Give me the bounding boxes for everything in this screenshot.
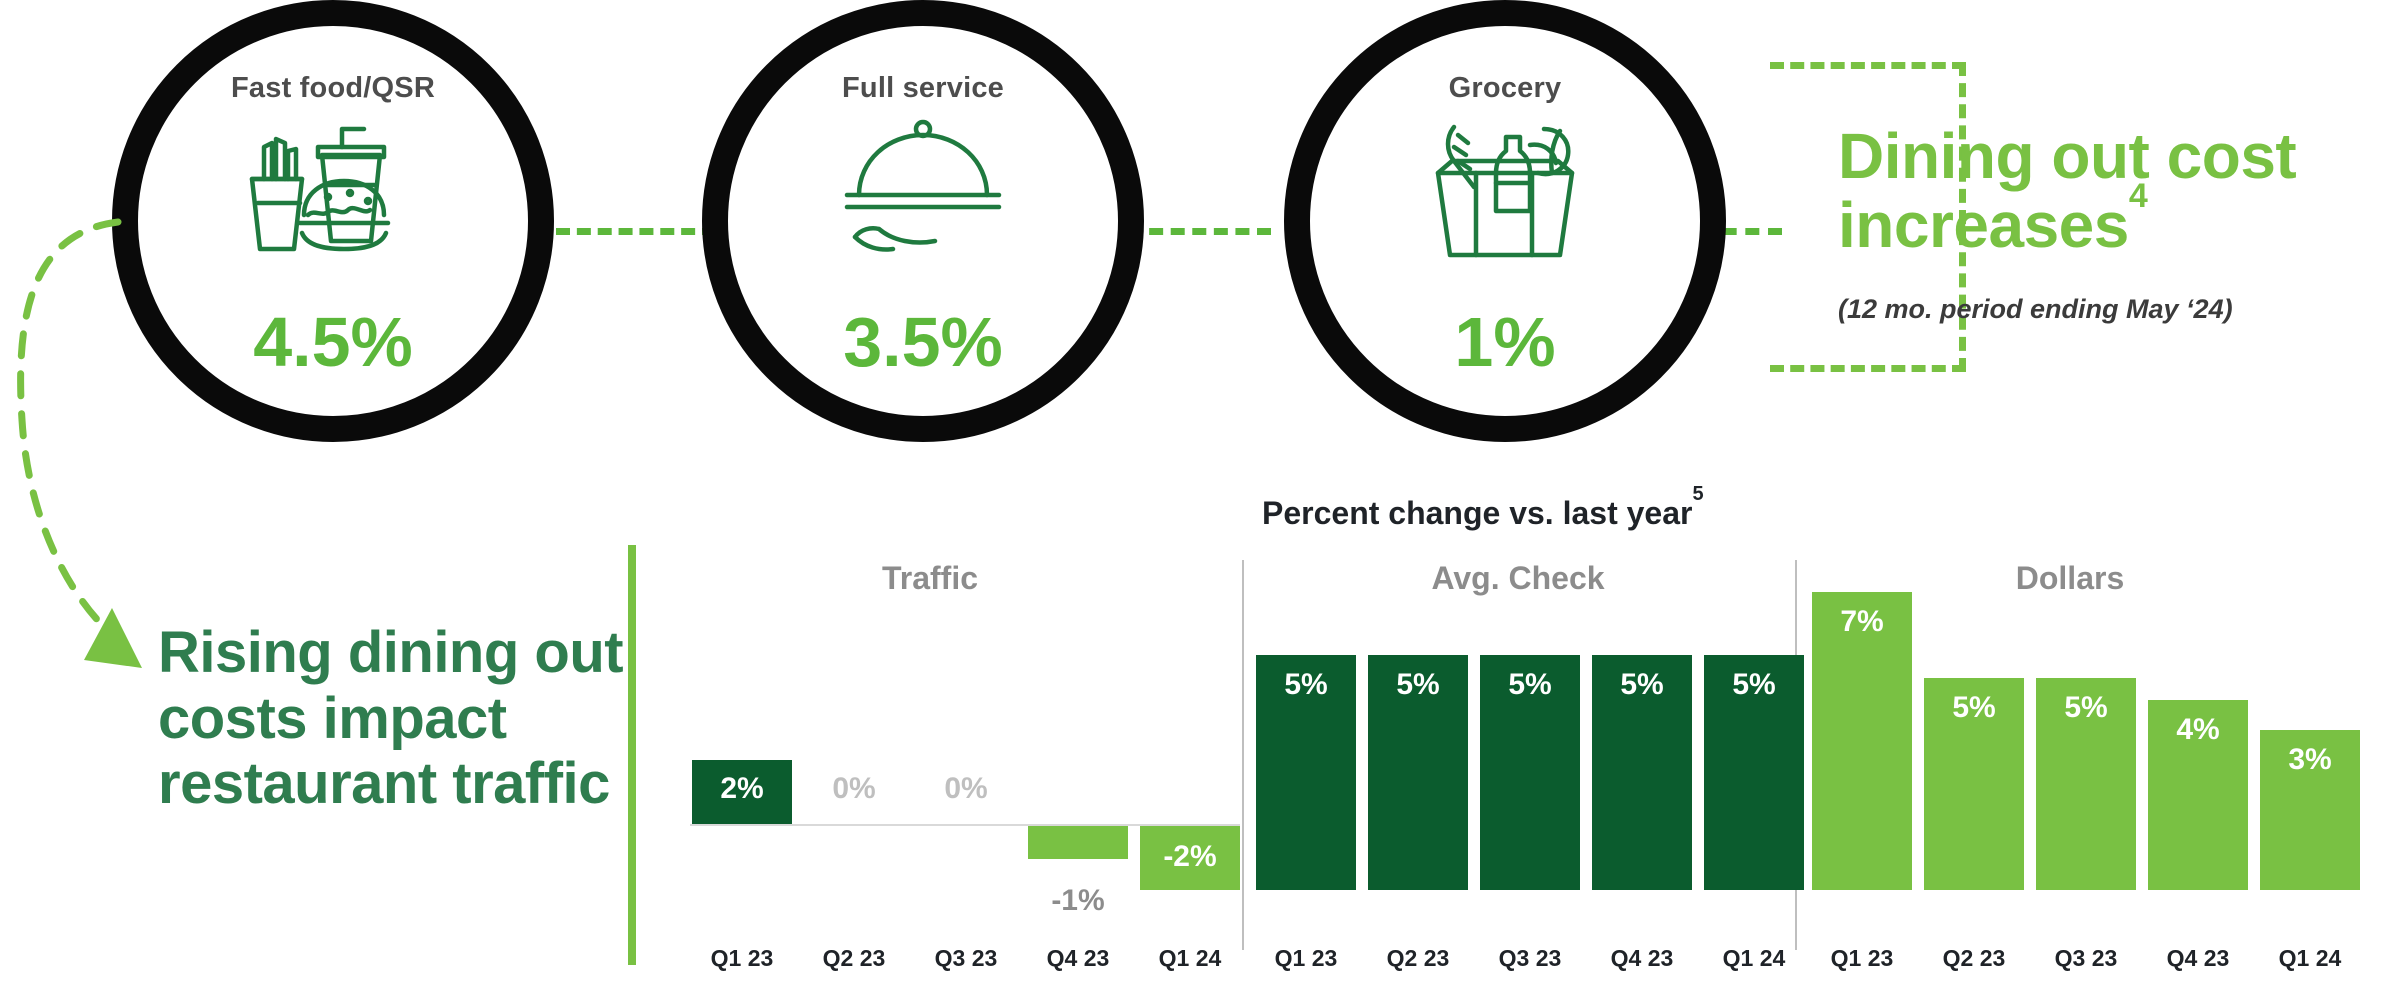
cloche-served-icon (823, 111, 1023, 266)
tick-avgcheck-q1-24: Q1 24 (1722, 945, 1786, 971)
tick-dollars-q1-23: Q1 23 (1830, 945, 1894, 971)
connector-dash-1 (556, 228, 716, 235)
tick-avgcheck-q1-23: Q1 23 (1274, 945, 1338, 971)
metric-label: Fast food/QSR (231, 72, 435, 104)
tick-traffic-q4-23: Q4 23 (1046, 945, 1110, 971)
bar-label-avgcheck-q1-23: 5% (1284, 668, 1328, 701)
bar-avgcheck-q2-23 (1368, 655, 1468, 890)
metric-circle-fast-food: Fast food/QSR (112, 0, 554, 442)
bar-label-dollars-q3-23: 5% (2064, 691, 2108, 724)
bar-avgcheck-q4-23 (1592, 655, 1692, 890)
bar-label-traffic-q3-23: 0% (944, 772, 988, 805)
metric-value: 3.5% (843, 303, 1003, 381)
chart-title-footnote: 5 (1692, 483, 1704, 506)
bar-traffic-q4-23 (1028, 826, 1128, 859)
bar-avgcheck-q1-24 (1704, 655, 1804, 890)
page-headline: Rising dining out costs impact restauran… (158, 620, 624, 817)
bar-traffic-q1-23 (692, 760, 792, 824)
tick-dollars-q4-23: Q4 23 (2166, 945, 2230, 971)
metric-value: 1% (1454, 303, 1556, 381)
tick-avgcheck-q3-23: Q3 23 (1498, 945, 1562, 971)
callout-subtitle: (12 mo. period ending May ‘24) (1838, 294, 2233, 324)
tick-avgcheck-q4-23: Q4 23 (1610, 945, 1674, 971)
bar-dollars-q4-23 (2148, 700, 2248, 890)
metric-circle-full-service: Full service 3.5% (702, 0, 1144, 442)
metric-circle-grocery: Grocery 1% (1284, 0, 1726, 442)
chart-title: Percent change vs. last year5 (1262, 483, 1704, 532)
bar-label-dollars-q4-23: 4% (2176, 713, 2220, 746)
group-label-avg-check: Avg. Check (1431, 560, 1605, 596)
metric-value: 4.5% (253, 303, 413, 381)
connector-dash-3 (1700, 228, 1782, 235)
bar-dollars-q1-24 (2260, 730, 2360, 890)
bar-label-dollars-q1-24: 3% (2288, 743, 2332, 776)
callout-title: Dining out cost increases4 (1838, 120, 2358, 262)
tick-traffic-q1-24: Q1 24 (1158, 945, 1222, 971)
bar-label-traffic-q4-23: -1% (1051, 884, 1105, 917)
bar-label-traffic-q1-24: -2% (1163, 840, 1217, 873)
bar-traffic-q1-24 (1140, 826, 1240, 890)
metric-label: Grocery (1448, 72, 1562, 104)
tick-dollars-q3-23: Q3 23 (2054, 945, 2118, 971)
callout-title-text: Dining out cost increases (1838, 120, 2297, 262)
tick-traffic-q1-23: Q1 23 (710, 945, 774, 971)
tick-traffic-q2-23: Q2 23 (822, 945, 886, 971)
callout-dashed-box (1770, 62, 1966, 372)
group-label-traffic: Traffic (881, 560, 979, 596)
tick-avgcheck-q2-23: Q2 23 (1386, 945, 1450, 971)
bar-label-traffic-q2-23: 0% (832, 772, 876, 805)
tick-dollars-q1-24: Q1 24 (2278, 945, 2342, 971)
bar-avgcheck-q3-23 (1480, 655, 1580, 890)
bar-label-avgcheck-q1-24: 5% (1732, 668, 1776, 701)
bar-label-avgcheck-q2-23: 5% (1396, 668, 1440, 701)
grocery-bag-icon (1410, 111, 1600, 266)
bar-label-avgcheck-q4-23: 5% (1620, 668, 1664, 701)
traffic-zero-line (690, 824, 1240, 826)
chart-title-text: Percent change vs. last year (1262, 495, 1693, 531)
tick-traffic-q3-23: Q3 23 (934, 945, 998, 971)
bar-label-dollars-q1-23: 7% (1840, 605, 1884, 638)
bar-dollars-q2-23 (1924, 678, 2024, 890)
group-label-dollars: Dollars (2015, 560, 2125, 596)
bar-avgcheck-q1-23 (1256, 655, 1356, 890)
connector-dash-2 (1106, 228, 1271, 235)
bar-label-dollars-q2-23: 5% (1952, 691, 1996, 724)
bar-dollars-q1-23 (1812, 592, 1912, 890)
bar-dollars-q3-23 (2036, 678, 2136, 890)
metric-label: Full service (842, 72, 1004, 104)
chart-y-axis (628, 545, 636, 965)
bar-label-traffic-q1-23: 2% (720, 772, 764, 805)
callout-title-footnote: 4 (2128, 176, 2148, 215)
burger-fries-drink-icon (238, 111, 428, 266)
tick-dollars-q2-23: Q2 23 (1942, 945, 2006, 971)
bar-label-avgcheck-q3-23: 5% (1508, 668, 1552, 701)
group-separator-1 (1242, 560, 1244, 950)
